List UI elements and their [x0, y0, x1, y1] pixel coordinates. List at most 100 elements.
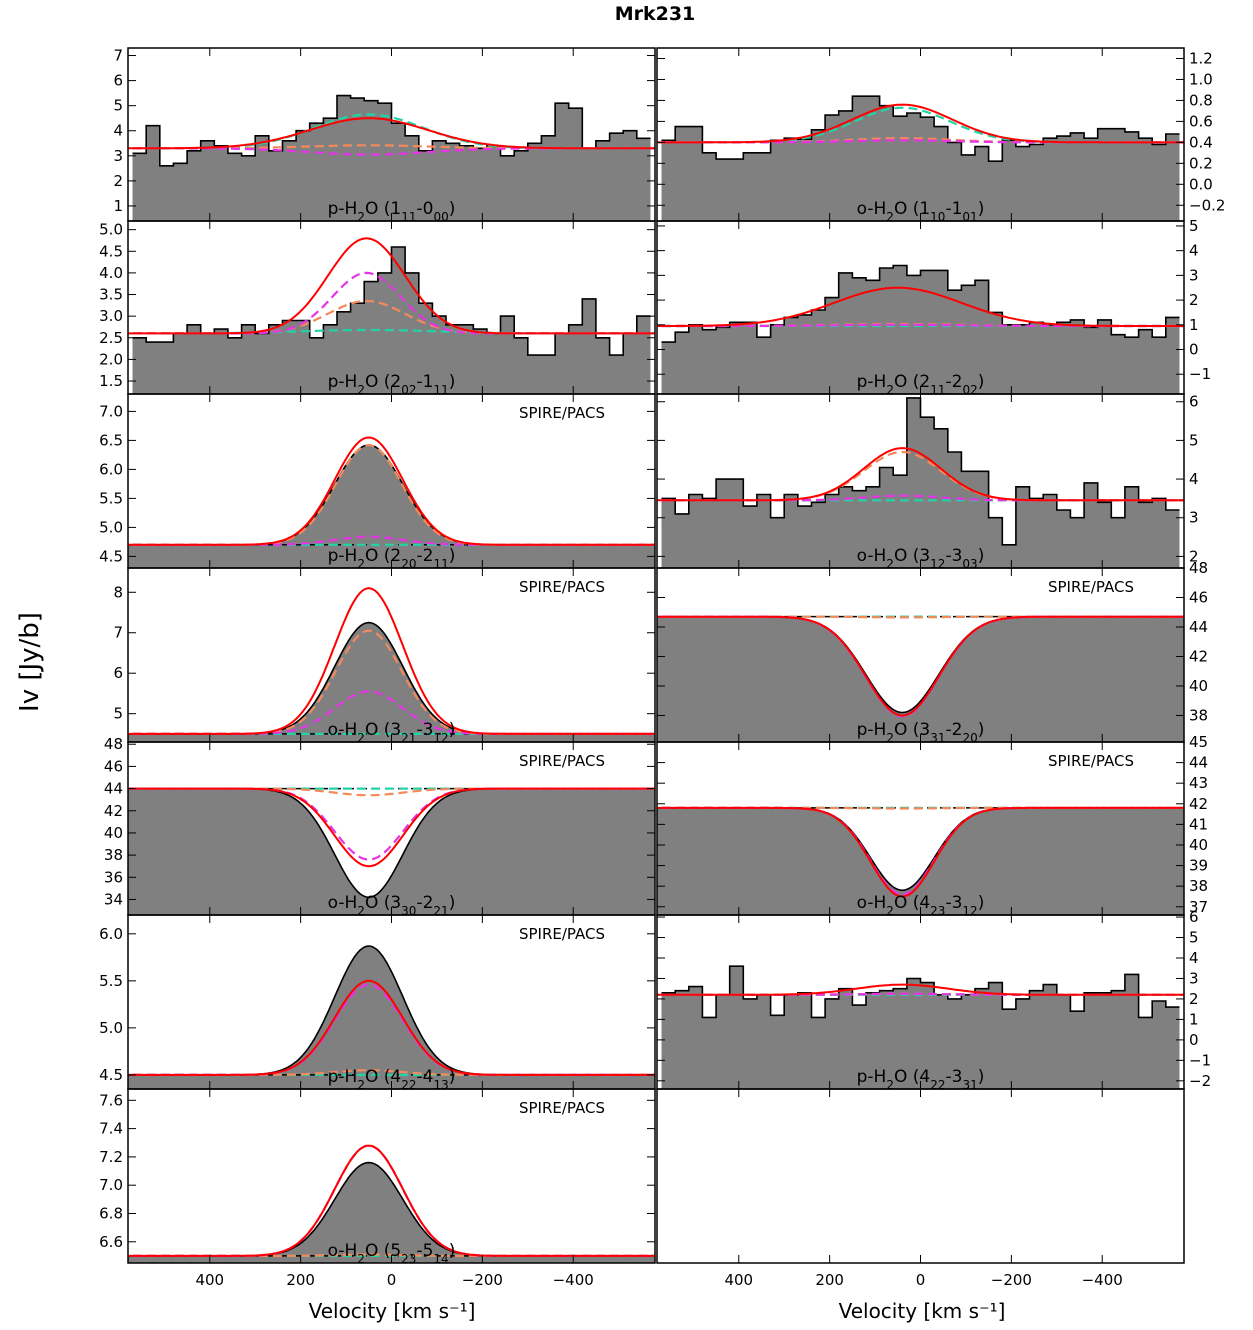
x-axis-label-right: Velocity [km s⁻¹] — [839, 1299, 1006, 1323]
y-tick-label: 5 — [1189, 929, 1199, 947]
model-red-curve — [128, 237, 655, 335]
panel-plot-area — [657, 965, 1184, 1089]
y-tick-label: 2 — [1189, 547, 1199, 565]
y-tick-label: −1 — [1189, 365, 1211, 383]
y-tick-label: 5.0 — [99, 518, 123, 536]
instrument-note: SPIRE/PACS — [1048, 752, 1134, 770]
y-tick-label: 5.0 — [99, 221, 123, 239]
model-red-curve — [128, 117, 655, 150]
transition-label: o-H2O (523-514) — [328, 1241, 456, 1266]
y-tick-label: −1 — [1189, 1051, 1211, 1069]
y-tick-label: 38 — [104, 846, 123, 864]
y-tick-label: 0.4 — [1189, 133, 1213, 151]
y-tick-label: 6 — [1189, 393, 1199, 411]
model-red-curve — [128, 436, 655, 546]
y-tick-label: 40 — [1189, 836, 1208, 854]
y-tick-label: 4 — [1189, 470, 1199, 488]
empty-panel: 400 200 0 −200 −400 400 200 0 −200 −400 — [195, 1088, 1185, 1289]
y-tick-label: 36 — [104, 868, 123, 886]
y-tick-label: 0 — [1189, 1031, 1199, 1049]
y-tick-label: 1.0 — [1189, 70, 1213, 88]
y-tick-label: 7 — [113, 624, 123, 642]
y-tick-label: 40 — [1189, 677, 1208, 695]
y-tick-label: 48 — [104, 735, 123, 753]
model-red-curve — [657, 983, 1184, 996]
y-tick-label: 3 — [113, 147, 123, 165]
spectrum-histogram — [661, 397, 1180, 546]
spectrum-histogram — [132, 94, 651, 167]
panel-plot-area — [657, 806, 1184, 915]
y-tick-label: 3.5 — [99, 286, 123, 304]
y-tick-label: 41 — [1189, 815, 1208, 833]
y-tick-label: 5.5 — [99, 972, 123, 990]
y-tick-label: 44 — [104, 780, 123, 798]
y-tick-label: 46 — [1189, 588, 1208, 606]
x-tick-label: 200 — [815, 1271, 844, 1289]
y-tick-label: 8 — [113, 583, 123, 601]
spectrum-histogram — [132, 246, 651, 356]
x-tick-label: 400 — [724, 1271, 753, 1289]
y-tick-label: 0.2 — [1189, 154, 1213, 172]
panel-right-5: 37 38 39 40 41 42 43 44 45 o-H2O (423-312) SPIRE/P… — [656, 733, 1208, 918]
y-tick-label: 4.5 — [99, 242, 123, 260]
model-red-curve — [128, 587, 655, 735]
spectrum-area — [132, 247, 651, 394]
y-tick-label: 7.0 — [99, 402, 123, 420]
spectrum-histogram — [661, 95, 1180, 162]
x-tick-label: 200 — [286, 1271, 315, 1289]
y-tick-label: 38 — [1189, 877, 1208, 895]
panel-right-2: −1 0 1 2 3 4 5 p-H2O (211-202) — [656, 217, 1211, 397]
y-tick-label: 7.6 — [99, 1091, 123, 1109]
y-tick-label: 2.0 — [99, 350, 123, 368]
transition-label: o-H2O (312-303) — [857, 546, 985, 571]
empty-panel-frame — [656, 1088, 1185, 1264]
model-red-curve — [657, 806, 1184, 898]
y-tick-label: 7.4 — [99, 1120, 123, 1138]
y-tick-label: 4 — [1189, 242, 1199, 260]
spectrum-area — [128, 622, 655, 742]
panel-plot-area — [128, 587, 655, 742]
y-tick-label: 5 — [1189, 217, 1199, 235]
panel-plot-area — [657, 397, 1184, 568]
model-red-curve — [128, 787, 655, 868]
x-tick-label: −200 — [991, 1271, 1032, 1289]
transition-label: p-H2O (111-000) — [328, 199, 456, 224]
y-tick-label: 42 — [104, 802, 123, 820]
panel-plot-area — [657, 264, 1184, 394]
y-tick-label: 6 — [113, 664, 123, 682]
panel-left-6: 4.55.05.56.0p-H2O (422-413)SPIRE/PACS — [99, 914, 656, 1092]
y-tick-label: 40 — [104, 824, 123, 842]
y-tick-label: 2 — [1189, 990, 1199, 1008]
instrument-note: SPIRE/PACS — [519, 1099, 605, 1117]
y-tick-label: 42 — [1189, 647, 1208, 665]
x-tick-label: −400 — [1082, 1271, 1123, 1289]
spectrum-area — [661, 397, 1180, 568]
y-axis-label: Iv [Jy/b] — [15, 612, 45, 712]
spectrum-area — [657, 616, 1184, 742]
y-tick-label: 42 — [1189, 795, 1208, 813]
y-tick-label: 5 — [113, 705, 123, 723]
panel-right-3: 2 3 4 5 6 o-H2O (312-303) — [656, 393, 1199, 571]
spectrum-area — [661, 96, 1180, 221]
y-tick-label: 43 — [1189, 774, 1208, 792]
y-tick-label: 6 — [113, 72, 123, 90]
y-tick-label: 1 — [1189, 316, 1199, 334]
y-tick-label: 3 — [1189, 509, 1199, 527]
panel-plot-area — [657, 615, 1184, 742]
y-tick-label: 39 — [1189, 857, 1208, 875]
instrument-note: SPIRE/PACS — [519, 578, 605, 596]
y-tick-label: 5 — [1189, 431, 1199, 449]
panel-right-1: −0.20.00.20.40.60.81.01.2o-H2O (110-101) — [656, 47, 1225, 224]
panel-left-7: 6.6 6.8 7.0 7.2 7.4 7.6 o-H2O (523-514) SPIRE/P… — [99, 1088, 656, 1266]
instrument-note: SPIRE/PACS — [519, 925, 605, 943]
panel-left-1: 1 2 3 4 5 6 7 p-H2O (111-000) — [113, 47, 656, 224]
spectrum-area — [661, 966, 1180, 1089]
spectrum-area — [657, 807, 1184, 915]
y-tick-label: 6.0 — [99, 925, 123, 943]
x-tick-label: −200 — [462, 1271, 503, 1289]
y-tick-label: 3.0 — [99, 307, 123, 325]
